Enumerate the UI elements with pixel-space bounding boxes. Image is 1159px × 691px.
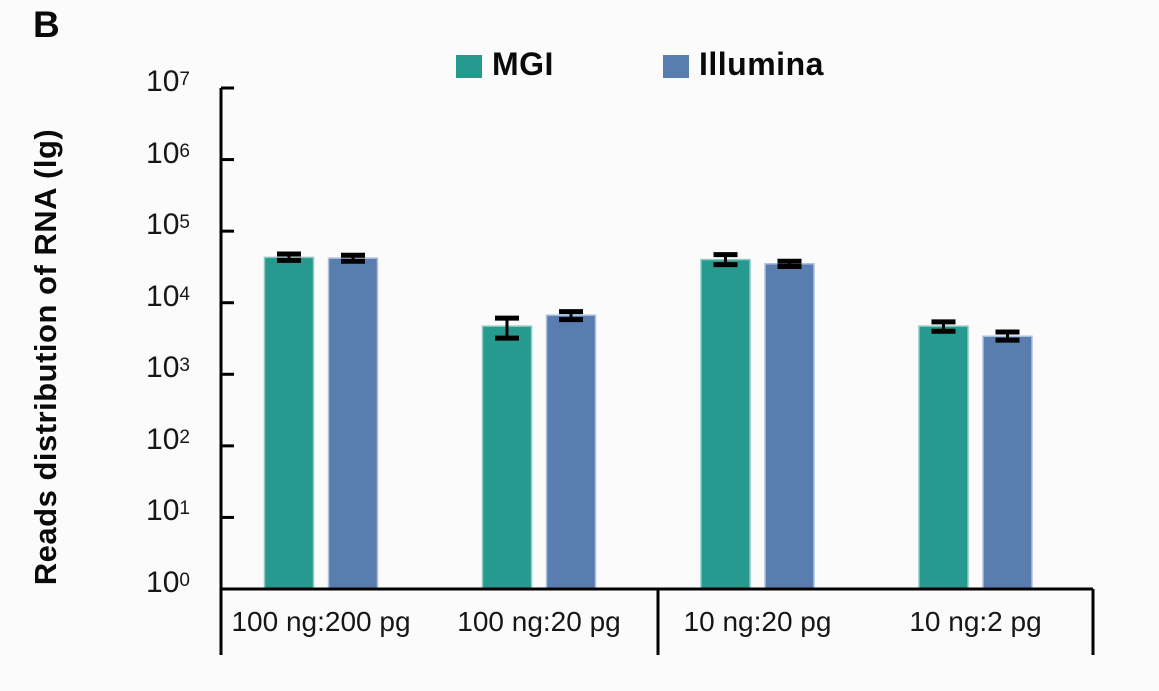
y-tick-label-10e3: 103 [146,351,190,385]
y-tick-label-10e5: 105 [146,208,190,242]
legend-label-illumina: Illumina [699,46,824,82]
x-category-label-100-ng-200-pg: 100 ng:200 pg [231,606,411,637]
bar-illumina-100-ng-200-pg [327,257,379,590]
y-tick-label-10e7: 107 [146,65,190,98]
bar-mgi-100-ng-20-pg [481,325,533,590]
panel-label: B [33,4,60,45]
y-tick-label-10e4: 104 [146,279,190,313]
y-tick-label-10e2: 102 [146,422,190,456]
x-category-label-100-ng-20-pg: 100 ng:20 pg [457,606,621,637]
bar-mgi-10-ng-20-pg [700,258,751,590]
bar-illumina-10-ng-2-pg [982,335,1033,590]
y-tick-label-10e6: 106 [146,136,190,170]
y-tick-label-10e0: 100 [146,566,190,599]
legend-swatch-illumina-icon [663,55,689,78]
legend-item-illumina: Illumina [663,46,824,83]
bar-mgi-10-ng-2-pg [918,325,969,590]
legend-label-mgi: MGI [492,46,554,82]
legend-item-mgi: MGI [456,46,554,83]
x-category-label-10-ng-2-pg: 10 ng:2 pg [909,606,1042,637]
legend-swatch-mgi-icon [456,55,482,78]
y-tick-label-10e1: 101 [146,494,190,528]
bar-illumina-10-ng-20-pg [764,263,815,590]
bar-illumina-100-ng-20-pg [545,314,597,590]
bar-mgi-100-ng-200-pg [263,256,315,590]
x-category-label-10-ng-20-pg: 10 ng:20 pg [683,606,832,637]
